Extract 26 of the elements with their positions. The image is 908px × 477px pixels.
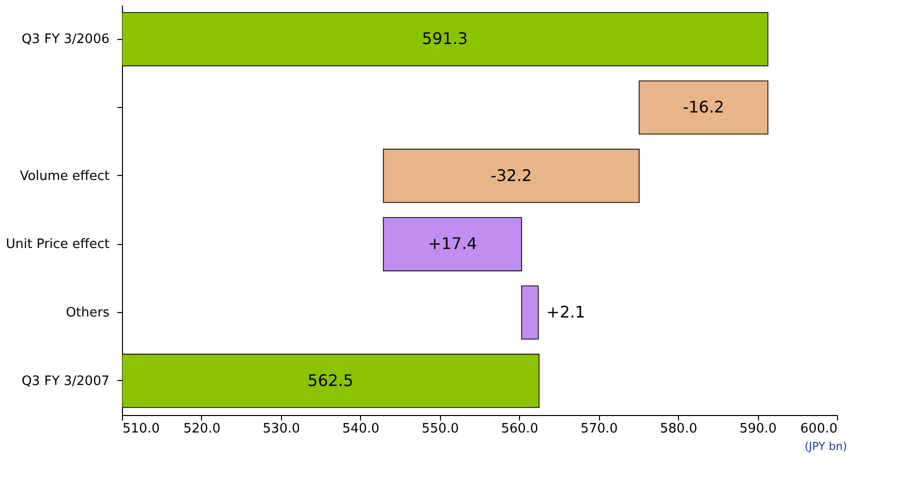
data-label: 591.3 xyxy=(422,29,468,48)
data-label: -32.2 xyxy=(490,166,532,185)
y-tick-label: Q3 FY 3/2006 xyxy=(22,32,110,48)
data-label: 562.5 xyxy=(308,370,354,390)
data-label: -16.2 xyxy=(682,98,724,116)
x-tick-label: 550.0 xyxy=(422,422,459,436)
x-tick-label: 580.0 xyxy=(660,422,698,436)
y-tick-label: Others xyxy=(66,306,110,320)
x-tick-label: 600.0 xyxy=(800,422,838,436)
x-tick-label: 570.0 xyxy=(580,422,618,436)
y-tick-label: Volume effect xyxy=(20,168,110,184)
data-label: +17.4 xyxy=(428,234,478,254)
x-tick-label: 510.0 xyxy=(122,422,160,436)
x-tick-label: 540.0 xyxy=(342,422,380,436)
y-tick-label: Unit Price effect xyxy=(6,237,110,252)
bar xyxy=(382,148,640,203)
bar xyxy=(521,285,539,340)
x-tick-label: 560.0 xyxy=(501,422,538,436)
x-tick-label: 590.0 xyxy=(739,422,777,436)
bar xyxy=(638,80,768,135)
bar xyxy=(382,217,522,272)
text: (JPY bn) xyxy=(804,440,847,453)
data-label: +2.1 xyxy=(546,302,586,322)
y-tick-label: Q3 FY 3/2007 xyxy=(22,374,110,389)
x-tick-label: 530.0 xyxy=(262,422,300,436)
x-tick-label: 520.0 xyxy=(183,422,221,436)
